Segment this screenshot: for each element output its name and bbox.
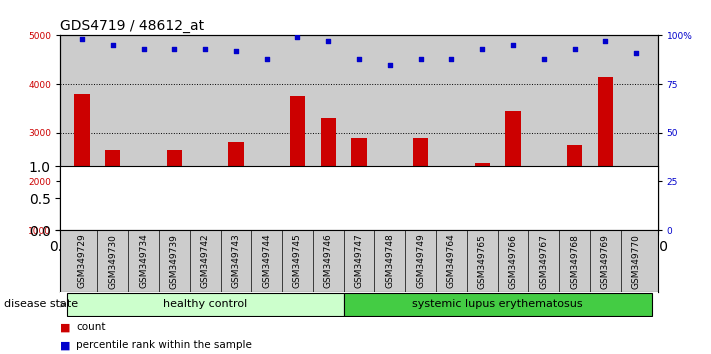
Bar xyxy=(413,138,428,230)
Point xyxy=(76,36,87,42)
Point xyxy=(631,50,642,56)
Text: systemic lupus erythematosus: systemic lupus erythematosus xyxy=(412,299,583,309)
Text: GDS4719 / 48612_at: GDS4719 / 48612_at xyxy=(60,19,205,33)
Text: GSM349765: GSM349765 xyxy=(478,234,487,289)
Text: GSM349734: GSM349734 xyxy=(139,234,148,289)
Bar xyxy=(598,77,613,230)
Bar xyxy=(136,167,151,230)
Text: GSM349749: GSM349749 xyxy=(416,234,425,289)
Point xyxy=(107,42,119,48)
Text: GSM349745: GSM349745 xyxy=(293,234,302,289)
Text: GSM349766: GSM349766 xyxy=(508,234,518,289)
Text: GSM349742: GSM349742 xyxy=(201,234,210,289)
Point xyxy=(507,42,518,48)
Text: GSM349743: GSM349743 xyxy=(231,234,240,289)
Text: GSM349744: GSM349744 xyxy=(262,234,271,289)
Point xyxy=(415,56,427,62)
Text: GSM349764: GSM349764 xyxy=(447,234,456,289)
Point xyxy=(169,46,180,52)
Point xyxy=(476,46,488,52)
Bar xyxy=(290,96,305,230)
Point xyxy=(138,46,149,52)
Text: percentile rank within the sample: percentile rank within the sample xyxy=(76,340,252,350)
Point xyxy=(323,38,334,44)
Point xyxy=(200,46,211,52)
Point xyxy=(384,62,395,67)
Bar xyxy=(228,142,244,230)
Text: disease state: disease state xyxy=(4,299,77,309)
Bar xyxy=(74,94,90,230)
Point xyxy=(446,56,457,62)
Text: GSM349769: GSM349769 xyxy=(601,234,610,289)
Text: GSM349747: GSM349747 xyxy=(355,234,363,289)
Text: count: count xyxy=(76,322,105,332)
Text: GSM349729: GSM349729 xyxy=(77,234,87,289)
Bar xyxy=(321,118,336,230)
Point xyxy=(292,34,303,40)
Point xyxy=(569,46,580,52)
Bar xyxy=(506,111,520,230)
Text: ■: ■ xyxy=(60,340,71,350)
Bar xyxy=(343,292,651,316)
Text: GSM349767: GSM349767 xyxy=(539,234,548,289)
Point xyxy=(353,56,365,62)
Bar xyxy=(567,145,582,230)
Bar xyxy=(536,215,552,230)
Text: GSM349768: GSM349768 xyxy=(570,234,579,289)
Bar xyxy=(444,212,459,230)
Point xyxy=(599,38,611,44)
Bar xyxy=(67,292,343,316)
Bar xyxy=(198,167,213,230)
Text: healthy control: healthy control xyxy=(163,299,247,309)
Text: GSM349730: GSM349730 xyxy=(108,234,117,289)
Point xyxy=(261,56,272,62)
Bar xyxy=(351,138,367,230)
Text: ■: ■ xyxy=(60,322,71,332)
Bar xyxy=(105,150,120,230)
Point xyxy=(538,56,550,62)
Text: GSM349739: GSM349739 xyxy=(170,234,179,289)
Point xyxy=(230,48,242,54)
Bar xyxy=(474,164,490,230)
Text: GSM349770: GSM349770 xyxy=(631,234,641,289)
Bar xyxy=(166,150,182,230)
Bar xyxy=(629,191,644,230)
Bar xyxy=(382,213,397,230)
Bar xyxy=(259,194,274,230)
Text: GSM349746: GSM349746 xyxy=(324,234,333,289)
Text: GSM349748: GSM349748 xyxy=(385,234,395,289)
